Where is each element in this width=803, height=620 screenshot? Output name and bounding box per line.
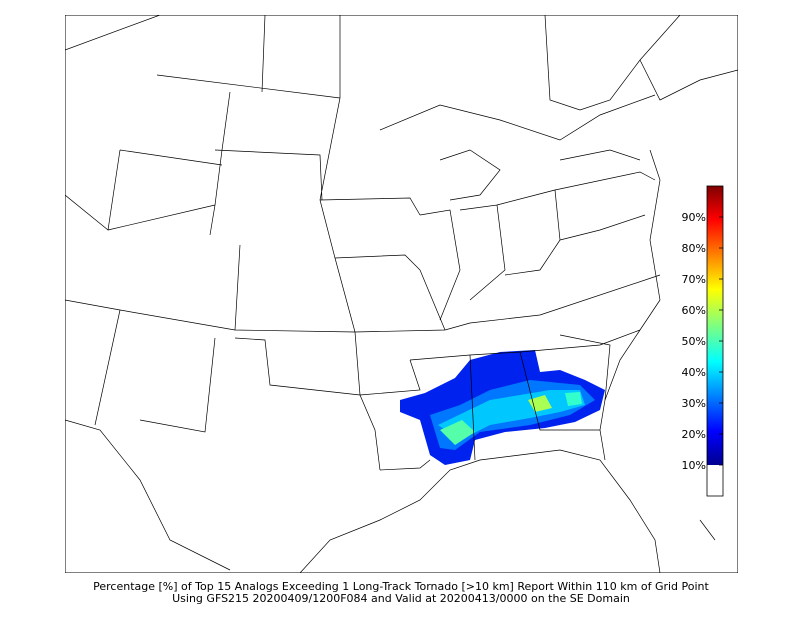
colorbar-tick-label: 50% [682, 335, 706, 348]
colorbar [706, 185, 724, 497]
colorbar-tick-label: 20% [682, 428, 706, 441]
colorbar-tick-label: 90% [682, 211, 706, 224]
colorbar-tick-label: 70% [682, 273, 706, 286]
probability-field [400, 350, 605, 465]
colorbar-tick-label: 10% [682, 459, 706, 472]
colorbar-tick-label: 80% [682, 242, 706, 255]
map-area [65, 15, 738, 573]
colorbar-below [707, 465, 723, 496]
colorbar-tick-label: 40% [682, 366, 706, 379]
colorbar-tick-label: 60% [682, 304, 706, 317]
caption-line: Percentage [%] of Top 15 Analogs Exceedi… [93, 580, 709, 593]
colorbar-gradient [707, 186, 723, 465]
boundaries [65, 15, 738, 573]
caption-line: Using GFS215 20200409/1200F084 and Valid… [172, 592, 630, 605]
colorbar-tick-label: 30% [682, 397, 706, 410]
